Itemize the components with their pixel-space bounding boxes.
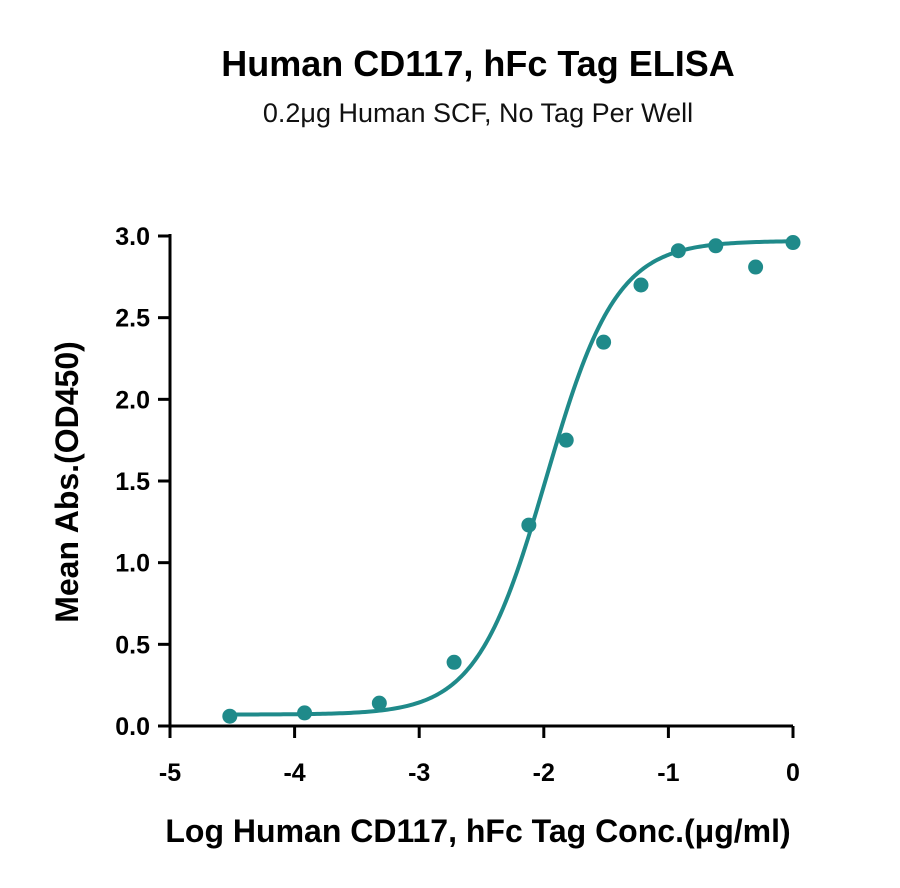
x-axis-label: Log Human CD117, hFc Tag Conc.(μg/ml) [165,813,790,849]
data-point [521,517,537,533]
data-point [748,259,764,275]
y-axis-label: Mean Abs.(OD450) [49,341,85,623]
data-point [670,243,686,259]
x-tick-label: -5 [159,759,181,787]
x-tick-label: -4 [283,759,305,787]
y-tick-label: 0.0 [115,713,150,741]
chart-subtitle: 0.2μg Human SCF, No Tag Per Well [263,98,693,128]
y-tick-label: 1.0 [115,550,150,578]
data-point [297,705,313,721]
data-point [633,277,649,293]
chart-title: Human CD117, hFc Tag ELISA [221,43,734,84]
data-point [446,654,462,670]
x-tick-label: -2 [533,759,555,787]
fit-curve [227,239,795,717]
x-tick-label: -1 [657,759,679,787]
plot-area: 0.0 0.5 1.0 1.5 2.0 2.5 3.0 -5 -4 -3 -2 -1 0 [115,223,801,787]
y-tick-label: 0.5 [115,631,150,659]
y-tick-label: 2.0 [115,386,150,414]
data-point [371,695,387,711]
y-tick-label: 3.0 [115,223,150,251]
y-tick-label: 1.5 [115,468,150,496]
x-tick-label: 0 [786,759,800,787]
data-point [222,708,238,724]
x-tick-label: -3 [408,759,430,787]
y-tick-label: 2.5 [115,305,150,333]
data-point [596,334,612,350]
data-point [558,432,574,448]
data-point [708,238,724,254]
data-point [785,235,801,251]
